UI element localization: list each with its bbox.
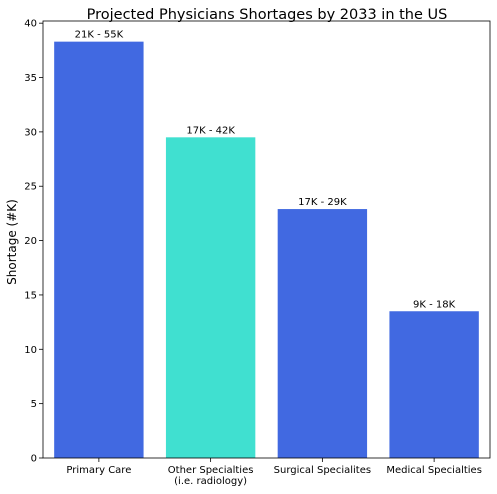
bar-3 — [389, 311, 478, 458]
y-tick-label-6: 30 — [24, 127, 37, 138]
bar-0 — [54, 42, 143, 458]
data-label-3: 9K - 18K — [413, 299, 456, 310]
x-tick-label-3-0: Medical Specialties — [386, 465, 482, 476]
x-tick-label-1-0: Other Specialties — [168, 465, 254, 476]
data-label-0: 21K - 55K — [75, 30, 124, 41]
y-tick-label-3: 15 — [24, 290, 37, 301]
x-tick-label-1-1: (i.e. radiology) — [174, 476, 247, 487]
bar-1 — [166, 137, 255, 458]
data-label-1: 17K - 42K — [186, 125, 235, 136]
x-tick-label-0-0: Primary Care — [66, 465, 131, 476]
data-label-2: 17K - 29K — [298, 197, 347, 208]
y-tick-label-4: 20 — [24, 236, 37, 247]
plot-area: 21K - 55K 17K - 42K 17K - 29K 9K - 18K 0 5 10 1… — [24, 19, 490, 487]
y-tick-label-0: 0 — [31, 454, 37, 465]
x-tick-label-2-0: Surgical Specialites — [274, 465, 371, 476]
y-tick-label-2: 10 — [24, 345, 37, 356]
y-tick-label-1: 5 — [31, 399, 37, 410]
y-axis-label: Shortage (#K) — [5, 199, 19, 285]
y-tick-label-8: 40 — [24, 19, 37, 30]
y-tick-label-7: 35 — [24, 73, 37, 84]
y-tick-label-5: 25 — [24, 182, 37, 193]
bar-2 — [278, 209, 367, 458]
